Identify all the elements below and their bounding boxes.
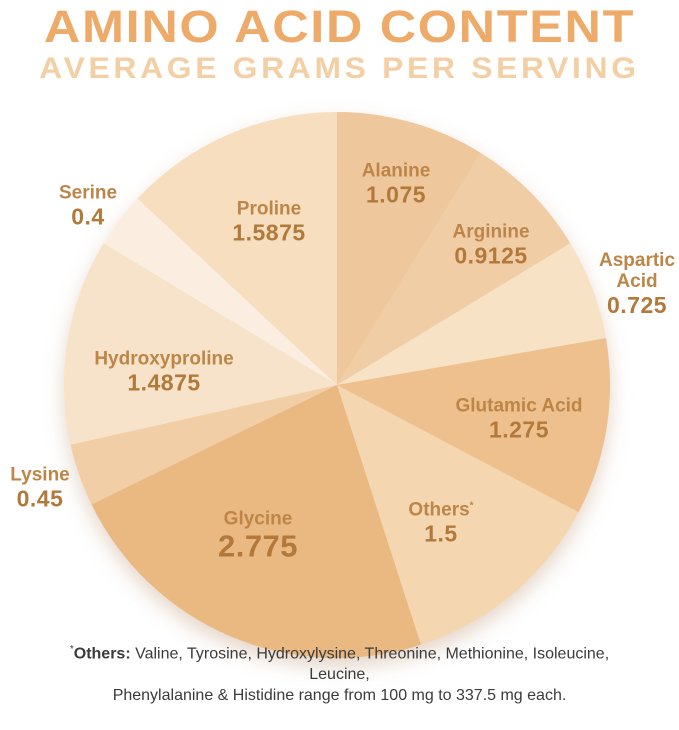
pie-slice-aspartic-acid: [337, 243, 606, 385]
pie-slice-others: [337, 385, 579, 645]
footnote: *Others: Valine, Tyrosine, Hydroxylysine…: [40, 639, 640, 706]
chart-subtitle: AVERAGE GRAMS PER SERVING: [39, 52, 640, 85]
footnote-line2: Phenylalanine & Histidine range from 100…: [112, 687, 567, 704]
pie-slice-serine: [103, 198, 338, 385]
chart-title: AMINO ACID CONTENT: [43, 1, 636, 52]
footnote-line1: Valine, Tyrosine, Hydroxylysine, Threoni…: [130, 645, 610, 683]
pie-slice-glutamic-acid: [337, 338, 610, 513]
header: AMINO ACID CONTENT AVERAGE GRAMS PER SER…: [0, 0, 679, 86]
pie-slice-proline: [137, 111, 337, 385]
pie-slice-alanine: [337, 112, 481, 385]
pie-slice-glycine: [91, 385, 421, 658]
footnote-marker: *: [69, 643, 74, 655]
pie-slice-lysine: [70, 385, 338, 505]
pie-slice-hydroxyproline: [63, 243, 337, 445]
footnote-lead: Others:: [73, 645, 131, 662]
pie-slice-arginine: [337, 152, 571, 385]
